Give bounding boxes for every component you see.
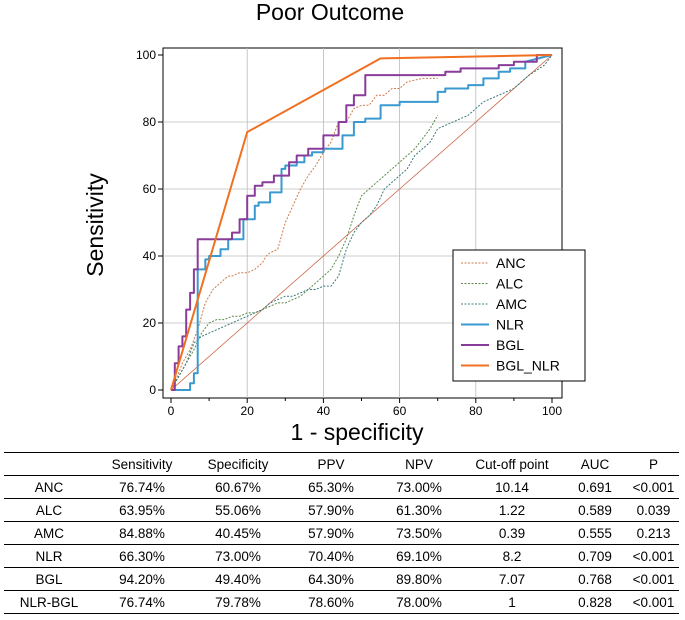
table-cell: 89.80% (376, 567, 462, 591)
table-cell: 94.20% (94, 567, 190, 591)
legend-label: ALC (496, 276, 523, 292)
reference-diagonal-line (170, 54, 553, 391)
table-row: BGL 94.20% 49.40% 64.30% 89.80% 7.07 0.7… (4, 567, 679, 591)
table-cell: <0.001 (628, 475, 679, 499)
table-row: ALC 63.95% 55.06% 57.90% 61.30% 1.22 0.5… (4, 498, 679, 522)
table-header-cell: Sensitivity (94, 452, 190, 476)
y-tick-label: 100 (136, 48, 156, 62)
x-tick-label: 100 (542, 404, 562, 418)
row-label: ALC (4, 498, 94, 522)
table-cell: 70.40% (286, 544, 376, 568)
table-cell: 73.50% (376, 521, 462, 545)
table-header-cell: NPV (376, 452, 462, 476)
y-tick-label: 40 (143, 249, 157, 263)
table-cell: 0.213 (628, 521, 679, 545)
table-cell: 73.00% (190, 544, 286, 568)
table-row: AMC 84.88% 40.45% 57.90% 73.50% 0.39 0.5… (4, 521, 679, 545)
table-header-cell: Specificity (190, 452, 286, 476)
table-cell: 0.709 (562, 544, 628, 568)
table-cell: 63.95% (94, 498, 190, 522)
table-cell: <0.001 (628, 544, 679, 568)
table-cell: <0.001 (628, 590, 679, 614)
x-tick-label: 80 (469, 404, 483, 418)
table-cell: 76.74% (94, 590, 190, 614)
table-row: NLR-BGL 76.74% 79.78% 78.60% 78.00% 1 0.… (4, 590, 679, 614)
legend-box (452, 249, 586, 382)
table-cell: 0.589 (562, 498, 628, 522)
table-cell: 60.67% (190, 475, 286, 499)
table-cell: 1.22 (462, 498, 562, 522)
table-header-row: Sensitivity Specificity PPV NPV Cut-off … (4, 452, 679, 476)
legend-label: BGL (496, 337, 524, 353)
table-cell: 49.40% (190, 567, 286, 591)
table-cell: 79.78% (190, 590, 286, 614)
row-label: NLR-BGL (4, 590, 94, 614)
legend-label: BGL_NLR (496, 358, 560, 374)
table-row: NLR 66.30% 73.00% 70.40% 69.10% 8.2 0.70… (4, 544, 679, 568)
plot-area: 00 20 20 40 40 60 60 80 80 100 100 (136, 47, 563, 418)
row-label: AMC (4, 521, 94, 545)
table-cell: 0.039 (628, 498, 679, 522)
table-cell: 78.60% (286, 590, 376, 614)
table-header-cell (4, 452, 94, 476)
table-header-cell: Cut-off point (462, 452, 562, 476)
y-tick-label: 80 (143, 115, 157, 129)
table-cell: 65.30% (286, 475, 376, 499)
table-cell: 0.691 (562, 475, 628, 499)
y-axis-label: Sensitivity (82, 173, 108, 277)
roc-curve-amc (170, 54, 553, 391)
chart-title: Poor Outcome (256, 0, 404, 25)
table-header-cell: PPV (286, 452, 376, 476)
table-cell: 78.00% (376, 590, 462, 614)
roc-curve-nlr (171, 54, 553, 391)
y-tick-label: 0 (149, 383, 156, 397)
plot-frame (162, 47, 563, 399)
table-cell: 57.90% (286, 521, 376, 545)
row-label: ANC (4, 475, 94, 499)
table-cell: 76.74% (94, 475, 190, 499)
table-cell: 0.828 (562, 590, 628, 614)
row-label: BGL (4, 567, 94, 591)
roc-curve-bgl-nlr (170, 54, 553, 391)
x-tick-label: 20 (241, 404, 255, 418)
table-cell: 1 (462, 590, 562, 614)
table-cell: <0.001 (628, 567, 679, 591)
y-tick-label: 20 (143, 316, 157, 330)
table-header-cell: P (628, 452, 679, 476)
table-cell: 7.07 (462, 567, 562, 591)
legend: ANC ALC AMC NLR BGL BGL_NLR (452, 249, 586, 382)
y-tick-label: 60 (143, 182, 157, 196)
table-cell: 73.00% (376, 475, 462, 499)
x-tick-label: 60 (393, 404, 407, 418)
row-label: NLR (4, 544, 94, 568)
x-tick-label: 0 (168, 404, 175, 418)
table-cell: 8.2 (462, 544, 562, 568)
table-cell: 0.555 (562, 521, 628, 545)
table-cell: 10.14 (462, 475, 562, 499)
table-cell: 0.768 (562, 567, 628, 591)
table-row: ANC 76.74% 60.67% 65.30% 73.00% 10.14 0.… (4, 475, 679, 499)
table-cell: 84.88% (94, 521, 190, 545)
x-tick-label: 40 (317, 404, 331, 418)
table-cell: 64.30% (286, 567, 376, 591)
table-cell: 0.39 (462, 521, 562, 545)
table-cell: 40.45% (190, 521, 286, 545)
roc-curve-bgl (171, 54, 552, 391)
table-cell: 61.30% (376, 498, 462, 522)
table-cell: 55.06% (190, 498, 286, 522)
roc-curve-anc (170, 77, 438, 391)
legend-label: ANC (496, 255, 526, 271)
table-cell: 57.90% (286, 498, 376, 522)
table-header-cell: AUC (562, 452, 628, 476)
roc-chart: Poor Outcome Sensitivity 1 - specificity… (82, 0, 586, 445)
legend-label: AMC (496, 296, 527, 312)
table-cell: 69.10% (376, 544, 462, 568)
statistics-table: Sensitivity Specificity PPV NPV Cut-off … (4, 452, 679, 614)
x-axis-label: 1 - specificity (291, 419, 424, 445)
table-cell: 66.30% (94, 544, 190, 568)
legend-label: NLR (496, 317, 524, 333)
